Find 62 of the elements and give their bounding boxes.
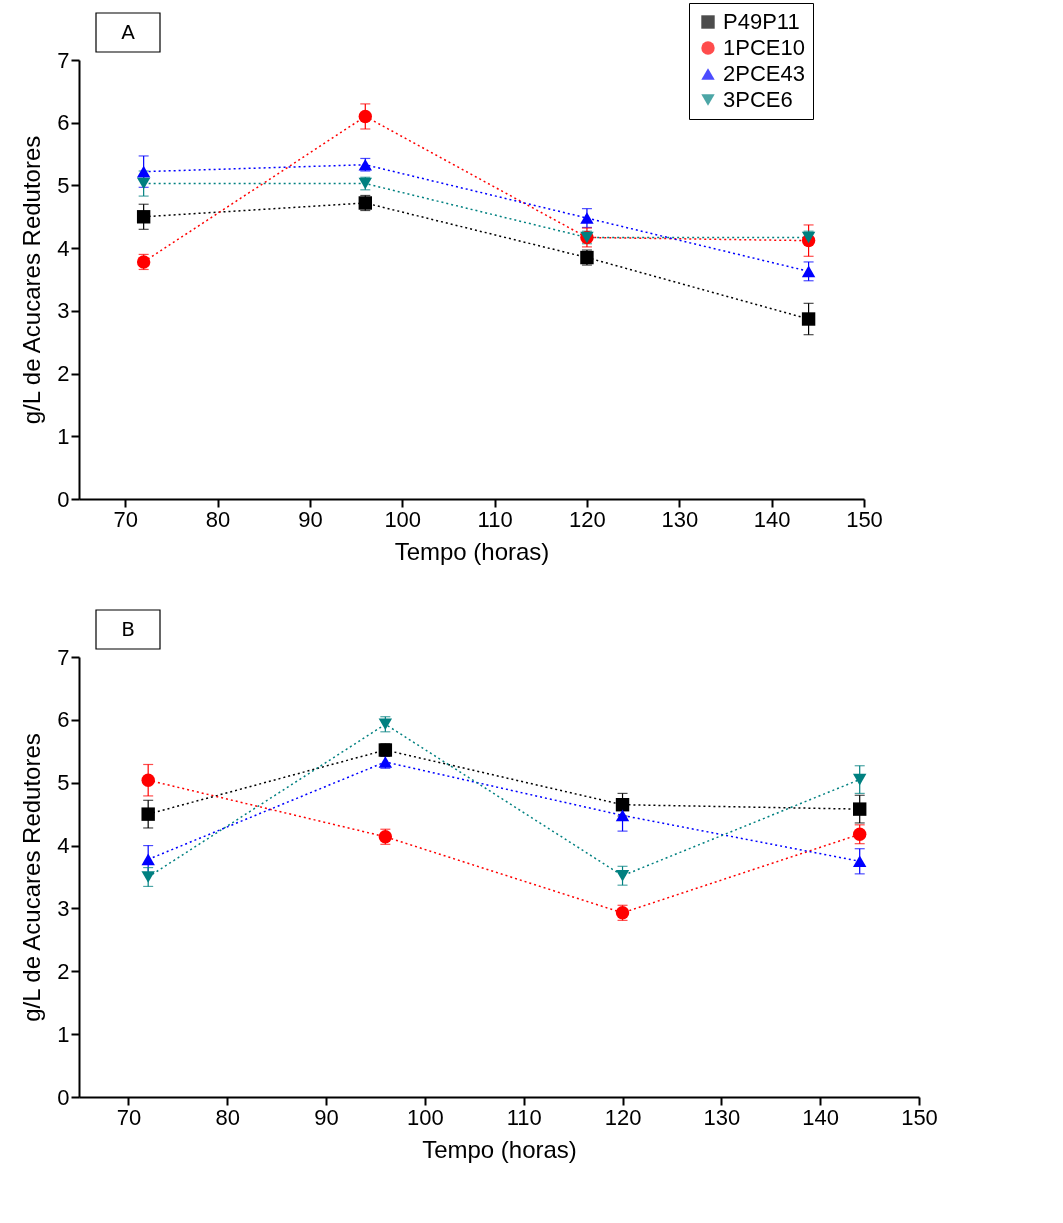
point bbox=[358, 109, 372, 124]
x-tick-label: 120 bbox=[569, 506, 606, 532]
x-tick-label: 110 bbox=[506, 1104, 542, 1130]
point bbox=[853, 802, 867, 816]
x-tick-label: 80 bbox=[215, 1104, 240, 1130]
point bbox=[136, 177, 151, 190]
point bbox=[141, 807, 155, 821]
x-tick-label: 90 bbox=[298, 506, 323, 532]
point bbox=[853, 827, 867, 841]
point bbox=[615, 809, 630, 822]
x-tick-label: 130 bbox=[703, 1104, 741, 1130]
legend-label: 3PCE6 bbox=[723, 87, 793, 112]
y-tick-label: 4 bbox=[57, 235, 70, 261]
point bbox=[853, 855, 867, 868]
x-tick-label: 110 bbox=[477, 506, 513, 532]
x-axis-title: Tempo (horas) bbox=[394, 537, 550, 565]
y-tick-label: 6 bbox=[57, 110, 70, 136]
y-tick-label: 0 bbox=[57, 486, 70, 512]
x-axis-title: Tempo (horas) bbox=[422, 1135, 577, 1163]
y-axis-title: g/L de Acucares Redutores bbox=[18, 135, 46, 425]
x-tick-label: 100 bbox=[407, 1104, 444, 1130]
x-tick-label: 150 bbox=[846, 506, 883, 532]
y-tick-label: 5 bbox=[57, 172, 70, 198]
point bbox=[136, 165, 151, 178]
y-tick-label: 3 bbox=[57, 298, 70, 324]
x-tick-label: 100 bbox=[384, 506, 422, 532]
y-tick-label: 2 bbox=[57, 361, 70, 387]
y-tick-label: 7 bbox=[57, 47, 70, 73]
y-tick-label: 1 bbox=[57, 1021, 70, 1047]
y-tick-label: 2 bbox=[57, 958, 70, 984]
x-tick-label: 80 bbox=[205, 506, 231, 532]
x-tick-label: 90 bbox=[314, 1104, 339, 1130]
x-tick-label: 120 bbox=[604, 1104, 642, 1130]
point bbox=[141, 853, 155, 866]
point bbox=[580, 212, 594, 224]
point bbox=[141, 871, 155, 883]
y-tick-label: 3 bbox=[57, 895, 70, 921]
x-tick-label: 140 bbox=[753, 506, 791, 532]
y-axis-title: g/L de Acucares Redutores bbox=[18, 733, 46, 1022]
x-tick-label: 70 bbox=[116, 1104, 142, 1130]
x-tick-label: 130 bbox=[661, 506, 699, 532]
x-tick-label: 150 bbox=[901, 1104, 938, 1130]
point bbox=[853, 773, 867, 786]
point bbox=[801, 312, 816, 326]
y-tick-label: 4 bbox=[57, 833, 70, 859]
legend-label: P49P11 bbox=[723, 9, 800, 34]
y-tick-label: 5 bbox=[57, 770, 70, 796]
x-tick-label: 70 bbox=[113, 506, 138, 532]
point bbox=[136, 210, 151, 224]
point bbox=[615, 869, 630, 882]
text: A bbox=[121, 20, 136, 44]
point bbox=[141, 773, 155, 787]
x-tick-label: 140 bbox=[802, 1104, 840, 1130]
text: B bbox=[121, 617, 135, 641]
y-tick-label: 1 bbox=[57, 423, 70, 449]
legend-label: 1PCE10 bbox=[723, 35, 805, 60]
point bbox=[615, 798, 630, 812]
y-tick-label: 7 bbox=[57, 644, 70, 670]
y-tick-label: 0 bbox=[57, 1084, 70, 1110]
point bbox=[801, 265, 816, 278]
legend-label: 2PCE43 bbox=[723, 61, 805, 86]
y-tick-label: 6 bbox=[57, 707, 70, 733]
